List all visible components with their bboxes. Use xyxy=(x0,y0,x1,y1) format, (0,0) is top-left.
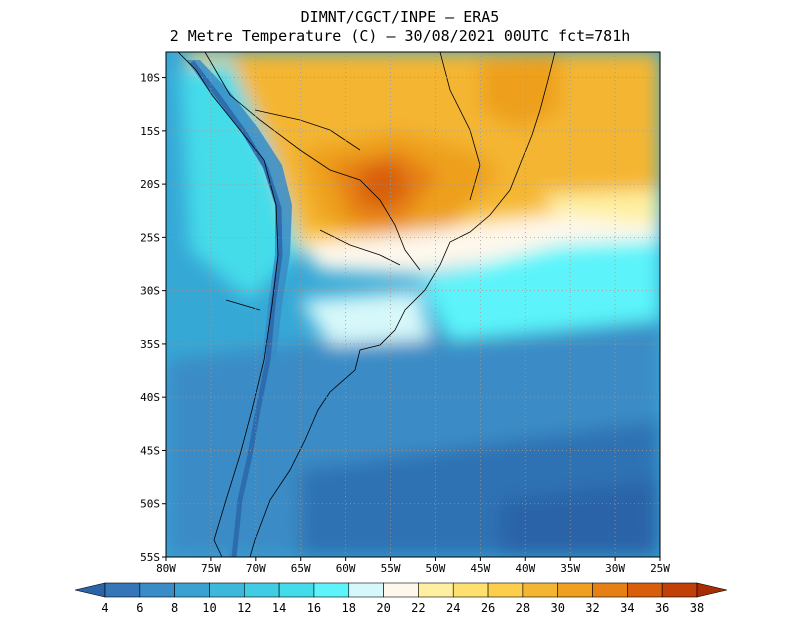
colorbar-swatch xyxy=(452,582,489,598)
colorbar-swatch xyxy=(487,582,524,598)
lat-tick-label: 30S xyxy=(140,285,160,298)
colorbar-swatch xyxy=(627,582,663,598)
lat-tick-label: 50S xyxy=(140,498,160,511)
colorbar-label: 28 xyxy=(516,601,530,615)
lat-tick-label: 40S xyxy=(140,391,160,404)
lon-tick-label: 45W xyxy=(470,562,490,575)
chart-title-line1: DIMNT/CGCT/INPE — ERA5 xyxy=(300,8,500,26)
lon-tick-label: 65W xyxy=(291,562,311,575)
colorbar-swatch xyxy=(661,582,698,598)
lat-tick-label: 25S xyxy=(140,231,160,244)
lon-tick-label: 60W xyxy=(336,562,356,575)
lon-tick-label: 30W xyxy=(605,562,625,575)
colorbar-label: 8 xyxy=(171,601,178,615)
colorbar-label: 38 xyxy=(690,601,704,615)
lon-tick-label: 25W xyxy=(650,562,670,575)
chart-title-line2: 2 Metre Temperature (C) — 30/08/2021 00U… xyxy=(169,27,631,45)
colorbar-swatch xyxy=(104,582,141,598)
colorbar-swatch xyxy=(174,582,210,598)
lon-tick-label: 80W xyxy=(156,562,176,575)
colorbar-label: 18 xyxy=(342,601,356,615)
lon-tick-label: 40W xyxy=(515,562,535,575)
latitude-axis: 10S 15S 20S 25S 30S 35S 40S 45S 50S 55S xyxy=(140,72,166,564)
colorbar-swatch xyxy=(522,582,559,598)
colorbar-swatch xyxy=(348,582,384,598)
colorbar-label: 14 xyxy=(272,601,286,615)
longitude-axis: 80W 75W 70W 65W 60W 55W 50W 45W 40W 35W 30W 25W xyxy=(156,557,670,575)
colorbar-arrow-high xyxy=(696,582,728,598)
map-frame xyxy=(165,51,661,558)
lon-tick-label: 50W xyxy=(426,562,446,575)
colorbar: 4 6 8 10 12 14 16 18 20 22 24 26 28 30 32 34 36 38 xyxy=(74,582,728,615)
lat-tick-label: 55S xyxy=(140,551,160,564)
colorbar-label: 24 xyxy=(446,601,460,615)
colorbar-label: 12 xyxy=(237,601,251,615)
colorbar-label: 10 xyxy=(202,601,216,615)
colorbar-label: 30 xyxy=(550,601,564,615)
graticule xyxy=(166,52,660,557)
lat-tick-label: 10S xyxy=(140,72,160,85)
colorbar-swatch xyxy=(278,582,315,598)
lat-tick-label: 15S xyxy=(140,125,160,138)
colorbar-arrow-low xyxy=(74,582,106,598)
colorbar-label: 4 xyxy=(101,601,108,615)
temperature-field xyxy=(166,52,660,557)
colorbar-label: 26 xyxy=(481,601,495,615)
colorbar-swatch xyxy=(313,582,350,598)
colorbar-label: 34 xyxy=(620,601,634,615)
lat-tick-label: 45S xyxy=(140,444,160,457)
colorbar-label: 20 xyxy=(376,601,390,615)
colorbar-label: 32 xyxy=(585,601,599,615)
colorbar-swatch xyxy=(209,582,245,598)
lon-tick-label: 55W xyxy=(381,562,401,575)
colorbar-label: 6 xyxy=(136,601,143,615)
colorbar-label: 22 xyxy=(411,601,425,615)
colorbar-label: 36 xyxy=(655,601,669,615)
lat-tick-label: 35S xyxy=(140,338,160,351)
colorbar-swatch xyxy=(592,582,628,598)
lon-tick-label: 70W xyxy=(246,562,266,575)
colorbar-swatch xyxy=(557,582,593,598)
colorbar-label: 16 xyxy=(307,601,321,615)
colorbar-swatch xyxy=(418,582,454,598)
lon-tick-label: 35W xyxy=(560,562,580,575)
colorbar-swatch xyxy=(139,582,175,598)
colorbar-swatch xyxy=(383,582,419,598)
lon-tick-label: 75W xyxy=(201,562,221,575)
colorbar-swatch xyxy=(243,582,280,598)
lat-tick-label: 20S xyxy=(140,178,160,191)
